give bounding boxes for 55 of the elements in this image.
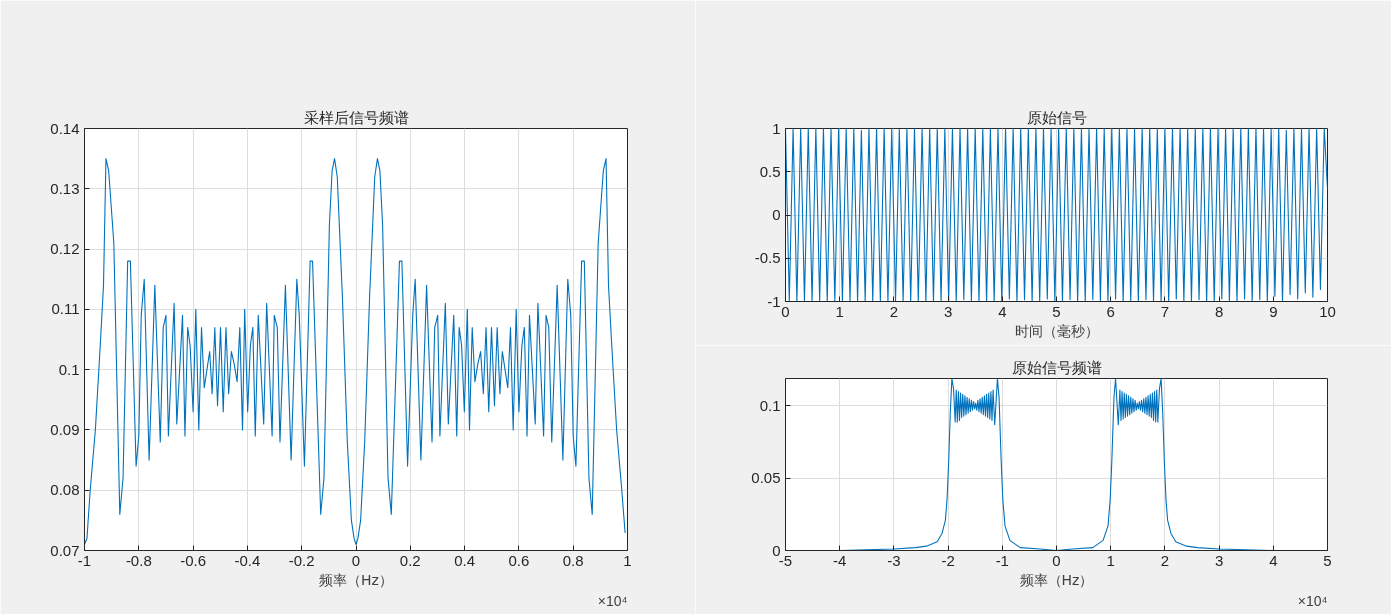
- x-tick-label: 1: [623, 551, 632, 569]
- x-tick-label: 4: [998, 302, 1007, 320]
- x-tick-label: 6: [1106, 302, 1115, 320]
- x-tick-label: 0.4: [454, 551, 476, 569]
- y-tick-label: 0.13: [50, 179, 80, 197]
- x-tick-label: 3: [1214, 551, 1224, 569]
- x-tick-label: -0.8: [125, 551, 152, 569]
- line-series: [84, 158, 626, 546]
- y-tick-label: 0.5: [759, 162, 781, 180]
- x-axis-title: 频率（Hz）: [1019, 571, 1094, 588]
- y-tick-label: 0.07: [50, 541, 80, 559]
- x-tick-label: -0.6: [180, 551, 207, 569]
- y-tick-label: 1: [772, 119, 781, 137]
- x-axis-title: 频率（Hz）: [319, 571, 393, 588]
- y-tick-label: 0.1: [58, 360, 80, 378]
- x-tick-label: 5: [1052, 302, 1061, 320]
- x-tick-label: -1: [995, 551, 1009, 569]
- x-tick-label: -0.2: [288, 551, 315, 569]
- x-tick-label: 0.2: [399, 551, 421, 569]
- text: ×10⁴: [597, 592, 628, 609]
- x-tick-label: 5: [1323, 551, 1332, 569]
- x-tick-label: -0.4: [234, 551, 261, 569]
- x-tick-label: 8: [1214, 302, 1224, 320]
- x-tick-label: 9: [1269, 302, 1278, 320]
- line-series: [785, 128, 1328, 302]
- x-tick-label: -3: [887, 551, 901, 569]
- y-tick-label: 0.05: [751, 469, 781, 487]
- y-tick-label: 0: [772, 206, 781, 223]
- y-tick-label: 0.1: [759, 396, 781, 414]
- x-tick-label: 4: [1269, 551, 1278, 569]
- x-tick-label: 7: [1160, 302, 1170, 320]
- x-tick-label: 0: [1052, 551, 1061, 569]
- x-tick-label: 0.8: [562, 551, 584, 569]
- y-tick-label: 0.12: [50, 240, 80, 258]
- x-tick-label: 0: [351, 551, 361, 569]
- chart-title: 原始信号频谱: [1011, 358, 1102, 377]
- chart-title: 原始信号: [1026, 108, 1087, 127]
- x-tick-label: 2: [889, 302, 899, 320]
- x-tick-label: 0.6: [508, 551, 530, 569]
- y-tick-label: 0.11: [51, 300, 80, 318]
- x-tick-label: 1: [835, 302, 844, 320]
- x-tick-label: 3: [943, 302, 953, 320]
- x-tick-label: -4: [833, 551, 847, 569]
- x-tick-label: 1: [1106, 551, 1115, 569]
- x-axis-title: 时间（毫秒）: [1014, 322, 1099, 339]
- text: ×10⁴: [1297, 592, 1328, 609]
- y-tick-label: -0.5: [754, 249, 781, 267]
- x-tick-label: 2: [1160, 551, 1170, 569]
- x-tick-label: -1: [77, 551, 92, 569]
- y-tick-label: 0.14: [50, 119, 80, 137]
- x-tick-label: -2: [941, 551, 955, 569]
- y-tick-label: 0.09: [50, 420, 80, 438]
- y-tick-label: 0.08: [50, 481, 80, 499]
- chart-title: 采样后信号频谱: [303, 108, 409, 127]
- x-tick-label: 10: [1319, 302, 1336, 320]
